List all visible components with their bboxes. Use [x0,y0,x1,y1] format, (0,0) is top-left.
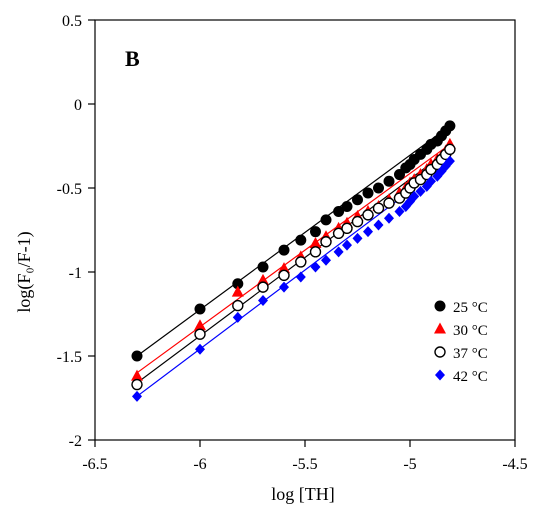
data-point [295,256,307,268]
data-point [352,232,363,244]
y-axis-ticks: 0.5 0 -0.5 -1 -1.5 -2 [57,13,95,450]
y-tick-label: 0.5 [62,13,82,30]
y-axis-title: log(F₀/F-1) [14,231,35,312]
data-point [362,187,374,199]
data-point [373,182,384,194]
legend-label: 25 °C [453,300,488,316]
data-point [310,226,321,238]
data-point [342,239,352,251]
data-point [352,194,363,206]
fit-line [136,148,451,384]
data-point [131,350,143,362]
data-point [295,234,307,246]
legend-marker [434,322,446,334]
data-point [373,219,384,231]
data-point [383,197,395,209]
data-point [194,303,206,315]
data-point [333,206,345,218]
data-point [363,226,373,238]
data-point [333,246,344,258]
x-tick-label: -5 [403,456,416,473]
data-point [232,311,243,323]
panel-label: B [125,46,140,71]
data-point [320,214,332,226]
data-point [444,143,456,156]
data-point [320,236,332,248]
y-tick-label: -1 [69,265,82,282]
data-point [278,244,290,256]
x-tick-label: -6 [193,456,206,473]
x-axis-ticks: -6.5 -6 -5.5 -5 -4.5 [82,440,528,473]
legend-marker [435,369,445,381]
data-point [310,261,321,273]
data-point [384,212,394,224]
data-point [415,185,426,197]
fit-line [136,143,451,374]
x-tick-label: -6.5 [82,456,107,473]
data-point [231,285,244,297]
data-point [278,262,290,274]
data-point [362,209,374,221]
legend-marker [434,346,446,358]
y-tick-label: 0 [74,97,82,114]
data-point [372,202,385,214]
fit-line [136,125,451,357]
data-point [444,155,455,167]
legend-label: 30 °C [453,323,488,339]
data-point [257,281,269,293]
legend-marker [434,300,446,312]
data-point [194,319,206,331]
data-point [131,369,143,381]
data-point [394,206,405,218]
data-point [444,120,456,132]
data-point [257,261,269,273]
x-axis-title: log [TH] [271,484,334,504]
data-point [321,254,331,266]
data-point [309,236,322,248]
data-point [341,200,353,212]
data-point [232,299,244,312]
data-point [383,175,395,187]
data-point [409,190,420,202]
data-point [257,273,269,285]
y-tick-label: -2 [69,433,82,450]
x-tick-label: -5.5 [292,456,317,473]
data-point [195,343,205,355]
legend: 25 °C 30 °C 37 °C 42 °C [434,300,488,385]
data-point [351,215,364,228]
data-point [332,227,345,240]
data-point [279,281,289,293]
data-point [131,378,143,391]
data-point [309,246,322,258]
data-point [194,328,206,340]
y-tick-label: -1.5 [57,349,82,366]
data-point [426,175,436,187]
data-markers [131,120,456,402]
data-point [295,271,306,283]
data-point [232,278,244,290]
data-point [341,222,353,235]
data-point [132,390,142,402]
legend-label: 42 °C [453,369,488,385]
legend-label: 37 °C [453,346,488,362]
data-point [278,269,290,282]
data-point [258,295,268,307]
y-tick-label: -0.5 [57,181,82,198]
x-tick-label: -4.5 [502,456,527,473]
